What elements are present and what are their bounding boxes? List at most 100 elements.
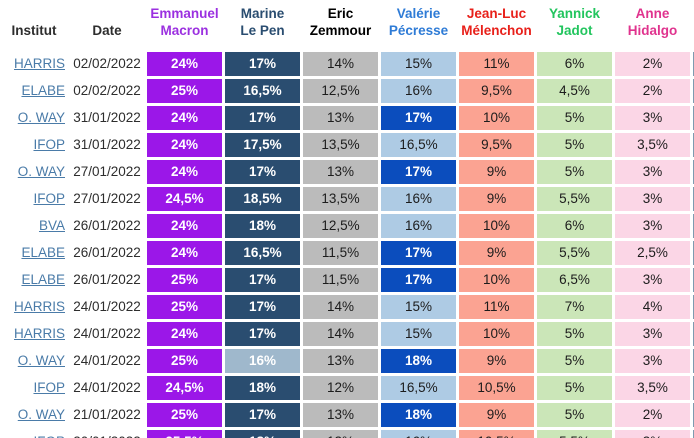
table-row: ELABE 02/02/2022 25% 16,5% 12,5% 16% 9,5% 4,5% 2…: [1, 78, 694, 103]
institut-link[interactable]: HARRIS: [13, 55, 65, 71]
poll-value-zemmour: 13%: [303, 348, 378, 373]
poll-value-m-lenchon: 9%: [459, 402, 534, 427]
poll-value-p-cresse: 18%: [381, 348, 456, 373]
date-cell: 26/01/2022: [70, 240, 144, 265]
institut-link[interactable]: O. WAY: [17, 406, 65, 422]
date-cell: 31/01/2022: [70, 132, 144, 157]
poll-value-m-lenchon: 9,5%: [459, 78, 534, 103]
date-cell: 27/01/2022: [70, 159, 144, 184]
institut-cell: O. WAY: [1, 402, 67, 427]
table-row: O. WAY 27/01/2022 24% 17% 13% 17% 9% 5% 3%: [1, 159, 694, 184]
poll-value-macron: 24%: [147, 213, 222, 238]
institut-link[interactable]: O. WAY: [17, 352, 65, 368]
table-row: IFOP 24/01/2022 24,5% 18% 12% 16,5% 10,5% 5% 3,5…: [1, 375, 694, 400]
institut-link[interactable]: IFOP: [33, 190, 65, 206]
institut-link[interactable]: HARRIS: [13, 298, 65, 314]
poll-value-le-pen: 18%: [225, 213, 300, 238]
institut-cell: O. WAY: [1, 348, 67, 373]
institut-link[interactable]: IFOP: [33, 136, 65, 152]
date-cell: 26/01/2022: [70, 213, 144, 238]
institut-cell: IFOP: [1, 186, 67, 211]
institut-cell: HARRIS: [1, 51, 67, 76]
poll-value-m-lenchon: 10%: [459, 267, 534, 292]
institut-link[interactable]: O. WAY: [17, 109, 65, 125]
date-cell: 24/01/2022: [70, 375, 144, 400]
institut-link[interactable]: HARRIS: [13, 325, 65, 341]
date-cell: 24/01/2022: [70, 321, 144, 346]
poll-value-macron: 24,5%: [147, 186, 222, 211]
poll-value-jadot: 5%: [537, 159, 612, 184]
header-candidate-macron: Emmanuel Macron: [147, 5, 222, 49]
header-candidate-jadot: Yannick Jadot: [537, 5, 612, 49]
table-header: Institut Date Emmanuel Macron Marine Le Pen Er…: [1, 5, 694, 49]
poll-value-jadot: 6%: [537, 51, 612, 76]
poll-value-hidalgo: 2%: [615, 402, 690, 427]
table-row: IFOP 27/01/2022 24,5% 18,5% 13,5% 16% 9% 5,5% 3%: [1, 186, 694, 211]
candidate-first-name: Eric: [327, 6, 354, 21]
poll-value-p-cresse: 16,5%: [381, 132, 456, 157]
header-candidate-hidalgo: Anne Hidalgo: [615, 5, 690, 49]
table-row: O. WAY 21/01/2022 25% 17% 13% 18% 9% 5% 2%: [1, 402, 694, 427]
poll-value-p-cresse: 18%: [381, 402, 456, 427]
poll-value-jadot: 5%: [537, 375, 612, 400]
candidate-last-name: Hidalgo: [627, 23, 678, 39]
poll-value-zemmour: 12,5%: [303, 78, 378, 103]
institut-link[interactable]: IFOP: [33, 434, 65, 438]
header-date: Date: [70, 5, 144, 49]
poll-value-macron: 24,5%: [147, 375, 222, 400]
candidate-last-name: Mélenchon: [461, 23, 532, 39]
poll-value-macron: 24%: [147, 51, 222, 76]
table-row: IFOP 31/01/2022 24% 17,5% 13,5% 16,5% 9,5% 5% 3,…: [1, 132, 694, 157]
poll-value-hidalgo: 3%: [615, 186, 690, 211]
poll-value-le-pen: 18%: [225, 375, 300, 400]
poll-value-hidalgo: 3%: [615, 213, 690, 238]
institut-link[interactable]: IFOP: [33, 379, 65, 395]
institut-cell: BVA: [1, 213, 67, 238]
poll-value-p-cresse: 16%: [381, 78, 456, 103]
poll-value-macron: 25%: [147, 294, 222, 319]
header-row: Institut Date Emmanuel Macron Marine Le Pen Er…: [1, 5, 694, 49]
institut-link[interactable]: ELABE: [21, 82, 65, 98]
institut-link[interactable]: ELABE: [21, 271, 65, 287]
table-body: HARRIS 02/02/2022 24% 17% 14% 15% 11% 6% 2% ELABE…: [1, 51, 694, 438]
poll-value-hidalgo: 3%: [615, 105, 690, 130]
poll-value-le-pen: 17%: [225, 159, 300, 184]
poll-value-jadot: 5,5%: [537, 240, 612, 265]
poll-value-le-pen: 16,5%: [225, 240, 300, 265]
date-cell: 27/01/2022: [70, 186, 144, 211]
institut-cell: HARRIS: [1, 321, 67, 346]
candidate-first-name: Valérie: [396, 6, 441, 21]
institut-link[interactable]: O. WAY: [17, 163, 65, 179]
poll-value-hidalgo: 2%: [615, 51, 690, 76]
poll-value-zemmour: 13%: [303, 159, 378, 184]
poll-value-hidalgo: 2,5%: [615, 240, 690, 265]
poll-value-le-pen: 16,5%: [225, 78, 300, 103]
poll-value-jadot: 6%: [537, 213, 612, 238]
date-cell: 26/01/2022: [70, 267, 144, 292]
poll-value-macron: 25,5%: [147, 429, 222, 438]
poll-value-p-cresse: 16,5%: [381, 375, 456, 400]
poll-value-m-lenchon: 11%: [459, 51, 534, 76]
candidate-first-name: Yannick: [548, 6, 601, 21]
candidate-last-name: Pécresse: [388, 23, 449, 39]
poll-value-p-cresse: 16%: [381, 186, 456, 211]
poll-value-le-pen: 17%: [225, 105, 300, 130]
poll-value-zemmour: 11,5%: [303, 267, 378, 292]
poll-value-m-lenchon: 10%: [459, 213, 534, 238]
table-row: HARRIS 24/01/2022 25% 17% 14% 15% 11% 7% 4%: [1, 294, 694, 319]
poll-value-jadot: 5%: [537, 105, 612, 130]
poll-value-zemmour: 13%: [303, 402, 378, 427]
poll-value-jadot: 4,5%: [537, 78, 612, 103]
institut-link[interactable]: ELABE: [21, 244, 65, 260]
poll-value-p-cresse: 17%: [381, 240, 456, 265]
poll-value-macron: 24%: [147, 105, 222, 130]
poll-value-le-pen: 17%: [225, 51, 300, 76]
header-candidate-zemmour: Eric Zemmour: [303, 5, 378, 49]
poll-value-jadot: 6,5%: [537, 267, 612, 292]
poll-value-macron: 25%: [147, 78, 222, 103]
poll-value-jadot: 5,5%: [537, 429, 612, 438]
institut-link[interactable]: BVA: [38, 217, 65, 233]
header-candidate-m-lenchon: Jean-Luc Mélenchon: [459, 5, 534, 49]
